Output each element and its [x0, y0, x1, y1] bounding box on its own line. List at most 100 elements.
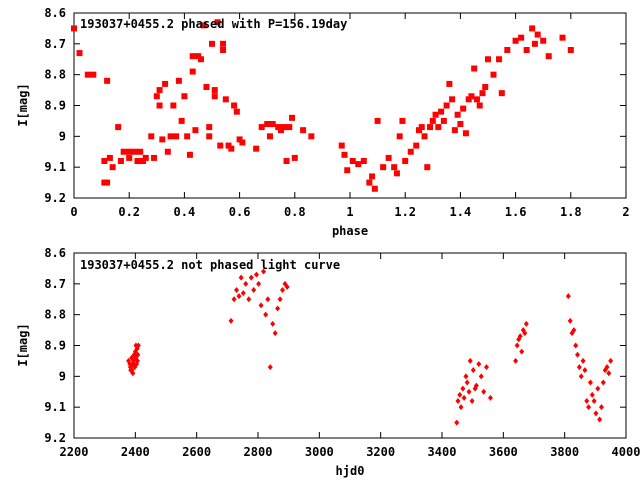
data-point [156, 102, 163, 109]
y-tick-label: 8.7 [44, 277, 66, 291]
data-point [142, 154, 149, 161]
data-point [490, 71, 497, 78]
data-point [104, 179, 111, 186]
data-point [606, 370, 612, 377]
data-point [220, 47, 227, 53]
data-point [399, 117, 406, 124]
data-point [338, 142, 345, 149]
data-points [71, 19, 574, 192]
data-point [478, 373, 484, 380]
plot-frame [73, 252, 627, 439]
data-point [582, 367, 588, 374]
y-tick-label: 8.6 [44, 6, 66, 20]
y-axis-label: I[mag] [16, 83, 30, 126]
data-point [608, 357, 614, 364]
y-tick-label: 9.2 [44, 191, 66, 205]
data-point [151, 154, 158, 161]
data-point [104, 77, 111, 84]
data-point [455, 398, 461, 404]
data-point [231, 296, 237, 303]
data-point [487, 394, 493, 401]
data-point [211, 87, 218, 94]
data-point [578, 373, 584, 380]
data-point [253, 145, 260, 152]
data-point [344, 167, 351, 174]
data-point [587, 379, 593, 386]
x-tick-label: 0.4 [174, 205, 196, 219]
data-point [131, 148, 138, 155]
data-point [284, 283, 290, 290]
data-point [355, 161, 362, 168]
data-point [214, 19, 221, 26]
data-point [240, 290, 246, 297]
data-points [126, 268, 614, 426]
data-point [567, 47, 574, 53]
data-point [567, 317, 573, 324]
data-point [228, 317, 234, 324]
data-point [300, 127, 307, 134]
data-point [308, 133, 315, 140]
data-point [159, 136, 166, 143]
data-point [286, 124, 293, 131]
data-point [418, 124, 425, 131]
data-point [421, 133, 428, 140]
data-point [604, 364, 610, 371]
chart-title: 193037+0455.2 not phased light curve [80, 258, 340, 272]
data-point [460, 105, 467, 112]
data-point [236, 293, 242, 300]
data-point [589, 391, 595, 398]
data-point [393, 170, 400, 177]
data-point [170, 102, 177, 109]
data-point [471, 65, 478, 72]
data-point [523, 47, 530, 53]
data-point [267, 364, 273, 371]
x-tick-label: 3400 [428, 445, 457, 459]
x-tick-label: 1.4 [450, 205, 472, 219]
y-tick-label: 8.7 [44, 37, 66, 51]
data-point [575, 351, 581, 358]
x-tick-label: 0.2 [118, 205, 140, 219]
data-point [440, 117, 447, 124]
data-point [349, 158, 356, 164]
y-tick-label: 8.6 [44, 246, 66, 260]
data-point [591, 398, 597, 404]
chart-title: 193037+0455.2 phased with P=156.19day [80, 17, 347, 31]
data-point [162, 80, 169, 87]
data-point [153, 93, 160, 100]
tick-marks [73, 252, 627, 439]
data-point [559, 34, 566, 41]
data-point [473, 382, 479, 389]
data-point [469, 398, 475, 404]
data-point [175, 77, 182, 84]
data-point [220, 40, 227, 47]
data-point [236, 136, 243, 143]
data-point [225, 142, 232, 149]
data-point [289, 114, 296, 121]
data-point [432, 111, 439, 118]
data-point [380, 164, 387, 171]
data-point [189, 53, 196, 60]
x-tick-label: 1.6 [505, 205, 527, 219]
data-point [466, 388, 472, 395]
y-tick-labels: 8.6 8.7 8.8 8.9 9 9.1 9.2 [44, 6, 66, 205]
data-point [275, 305, 281, 312]
data-point [540, 37, 547, 44]
y-tick-label: 9.1 [44, 400, 66, 414]
x-tick-label: 1.2 [394, 205, 416, 219]
y-tick-label: 8.9 [44, 339, 66, 353]
data-point [71, 25, 77, 32]
data-point [600, 379, 606, 386]
data-point [470, 367, 476, 374]
data-point [391, 164, 398, 171]
data-point [454, 419, 460, 426]
data-point [90, 71, 97, 78]
data-point [272, 330, 278, 337]
data-point [258, 302, 264, 309]
data-point [496, 56, 503, 63]
data-point [416, 127, 422, 134]
data-point [467, 357, 473, 364]
data-point [396, 133, 403, 140]
data-point [84, 71, 91, 78]
data-point [167, 133, 174, 140]
data-point [101, 158, 108, 164]
